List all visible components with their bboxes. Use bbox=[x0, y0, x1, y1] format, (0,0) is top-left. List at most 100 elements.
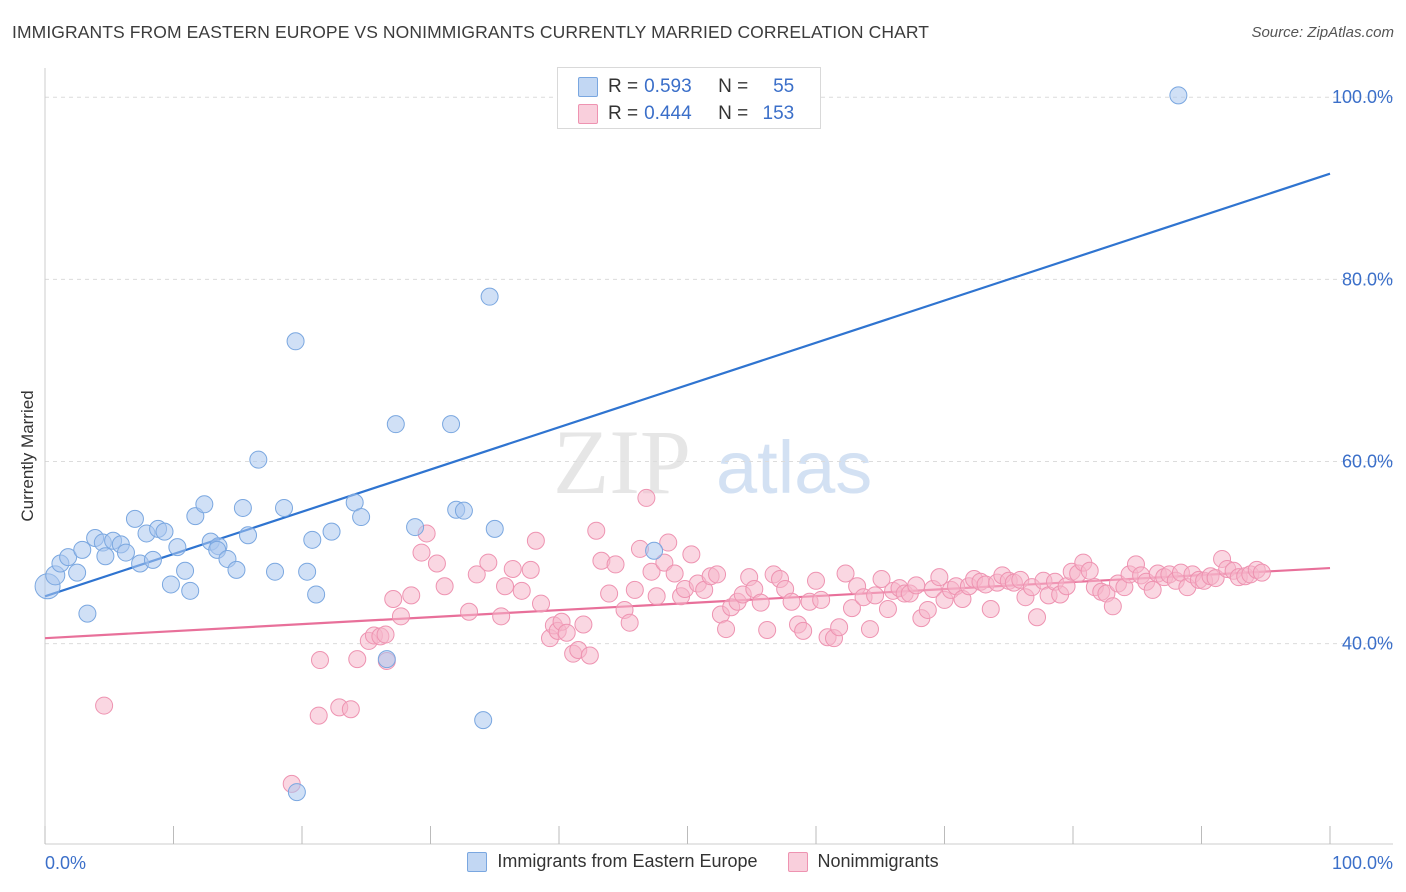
nonimmigrant-point bbox=[751, 593, 770, 612]
eastern-europe-point bbox=[181, 581, 200, 600]
eastern-europe-point bbox=[303, 530, 322, 549]
nonimmigrant-point bbox=[878, 600, 897, 619]
legend-item-nonimmigrants: Nonimmigrants bbox=[787, 851, 939, 872]
nonimmigrant-point bbox=[659, 533, 678, 552]
eastern-europe-point bbox=[298, 562, 317, 581]
nonimmigrant-point bbox=[836, 564, 855, 583]
nonimmigrant-point bbox=[625, 580, 644, 599]
eastern-europe-point bbox=[1169, 86, 1188, 105]
nonimmigrant-point bbox=[460, 602, 479, 621]
nonimmigrant-point bbox=[842, 599, 861, 618]
nonimmigrant-point bbox=[557, 623, 576, 642]
n-value: 153 bbox=[762, 103, 795, 124]
eastern-europe-point bbox=[249, 450, 268, 469]
nonimmigrant-point bbox=[496, 577, 515, 596]
eastern-europe-points bbox=[34, 86, 1188, 802]
nonimmigrant-point bbox=[402, 586, 421, 605]
y-tick-label: 40.0% bbox=[1342, 634, 1393, 654]
eastern-europe-point bbox=[474, 711, 493, 730]
eastern-europe-point bbox=[116, 543, 135, 562]
x-tick-label: 100.0% bbox=[1332, 853, 1393, 873]
nonimmigrant-point bbox=[981, 600, 1000, 619]
nonimmigrant-point bbox=[427, 554, 446, 573]
eastern-europe-point bbox=[485, 519, 504, 538]
nonimmigrants-points bbox=[95, 488, 1271, 793]
eastern-europe-point bbox=[266, 562, 285, 581]
nonimmigrant-point bbox=[620, 613, 639, 632]
pink-swatch bbox=[578, 104, 598, 124]
n-label: N = bbox=[718, 76, 749, 97]
y-tick-label: 100.0% bbox=[1332, 87, 1393, 107]
nonimmigrant-point bbox=[479, 553, 498, 572]
nonimmigrant-point bbox=[782, 592, 801, 611]
nonimmigrant-point bbox=[1143, 580, 1162, 599]
eastern-europe-point bbox=[287, 783, 306, 802]
eastern-europe-point bbox=[275, 498, 294, 517]
nonimmigrant-point bbox=[412, 543, 431, 562]
eastern-europe-point bbox=[480, 287, 499, 306]
nonimmigrant-point bbox=[794, 621, 813, 640]
nonimmigrant-point bbox=[606, 555, 625, 574]
nonimmigrant-point bbox=[587, 521, 606, 540]
nonimmigrant-point bbox=[758, 620, 777, 639]
eastern-europe-point bbox=[322, 522, 341, 541]
r-value: 0.444 bbox=[644, 103, 692, 124]
nonimmigrant-point bbox=[717, 620, 736, 639]
nonimmigrant-point bbox=[348, 650, 367, 669]
legend-item-eastern-europe: Immigrants from Eastern Europe bbox=[467, 851, 758, 872]
eastern-europe-point bbox=[68, 563, 87, 582]
nonimmigrant-point bbox=[574, 615, 593, 634]
nonimmigrant-point bbox=[830, 618, 849, 637]
nonimmigrant-point bbox=[341, 700, 360, 719]
eastern-europe-point bbox=[307, 585, 326, 604]
nonimmigrant-point bbox=[503, 559, 522, 578]
nonimmigrant-point bbox=[310, 651, 329, 670]
legend-label: Immigrants from Eastern Europe bbox=[497, 851, 758, 871]
nonimmigrant-point bbox=[866, 586, 885, 605]
eastern-europe-point bbox=[386, 415, 405, 434]
nonimmigrant-point bbox=[907, 576, 926, 595]
nonimmigrant-point bbox=[376, 625, 395, 644]
eastern-europe-point bbox=[239, 526, 258, 545]
nonimmigrant-point bbox=[682, 545, 701, 564]
y-axis-label: Currently Married bbox=[18, 390, 37, 522]
stats-row-blue: R = 0.593 N = 55 bbox=[578, 74, 794, 100]
eastern-europe-point bbox=[125, 509, 144, 528]
nonimmigrant-point bbox=[807, 571, 825, 590]
trend-line-blue-group bbox=[44, 172, 1331, 598]
eastern-europe-point bbox=[143, 550, 162, 569]
nonimmigrant-point bbox=[580, 646, 599, 665]
eastern-europe-point bbox=[168, 538, 187, 557]
legend-label: Nonimmigrants bbox=[817, 851, 939, 871]
legend-swatch-pink bbox=[787, 851, 808, 872]
watermark-atlas: atlas bbox=[716, 426, 872, 509]
blue-swatch bbox=[578, 77, 598, 97]
legend-swatch-blue bbox=[467, 851, 488, 872]
eastern-europe-point bbox=[73, 540, 92, 559]
nonimmigrant-point bbox=[521, 560, 540, 579]
r-value: 0.593 bbox=[644, 76, 692, 97]
nonimmigrant-point bbox=[309, 706, 328, 725]
r-label: R = bbox=[608, 76, 639, 97]
nonimmigrant-point bbox=[492, 607, 511, 626]
eastern-europe-point bbox=[155, 522, 174, 541]
nonimmigrant-point bbox=[1080, 561, 1099, 580]
eastern-europe-point bbox=[377, 650, 396, 669]
eastern-europe-point bbox=[227, 560, 246, 579]
eastern-europe-point bbox=[406, 518, 425, 537]
nonimmigrant-point bbox=[1103, 597, 1122, 616]
eastern-europe-point bbox=[59, 548, 78, 567]
nonimmigrant-point bbox=[600, 584, 619, 603]
nonimmigrant-point bbox=[435, 577, 454, 596]
nonimmigrant-point bbox=[812, 590, 831, 609]
eastern-europe-point bbox=[176, 561, 195, 580]
x-tick-label: 0.0% bbox=[45, 853, 86, 873]
nonimmigrant-point bbox=[532, 594, 551, 613]
eastern-europe-point bbox=[78, 604, 97, 623]
eastern-europe-point bbox=[195, 495, 214, 514]
nonimmigrant-point bbox=[860, 620, 879, 639]
y-tick-labels: 40.0% 60.0% 80.0% 100.0% bbox=[1332, 87, 1393, 653]
nonimmigrant-point bbox=[918, 600, 937, 619]
axes bbox=[44, 68, 1393, 845]
nonimmigrant-point bbox=[526, 531, 545, 550]
